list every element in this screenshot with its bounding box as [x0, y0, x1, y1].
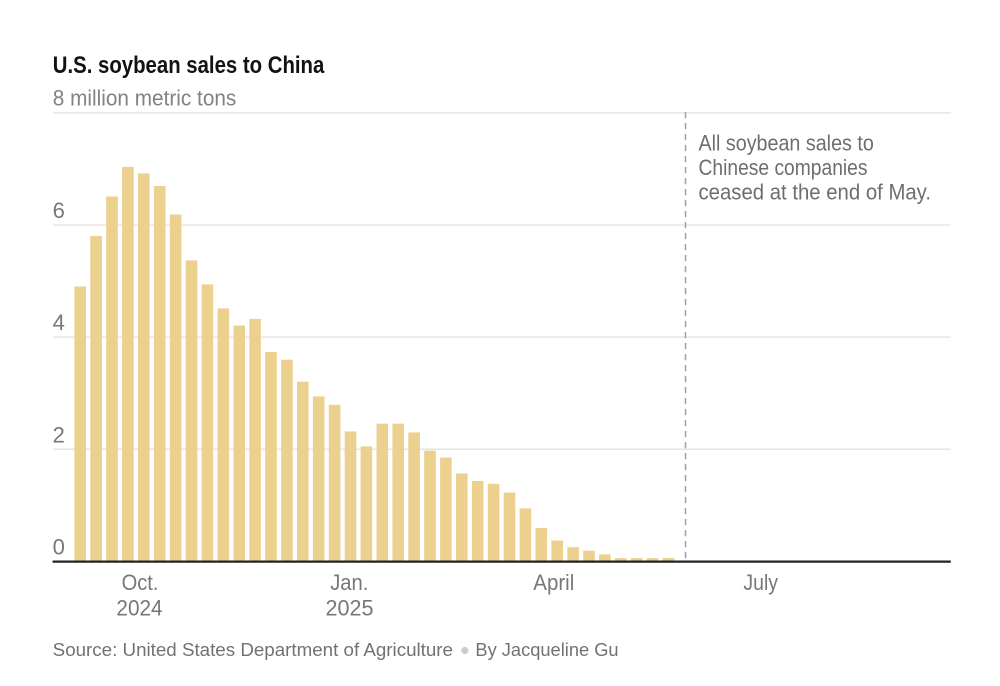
svg-text:April: April	[533, 570, 574, 595]
svg-text:Chinese companies: Chinese companies	[699, 155, 868, 180]
svg-text:2024: 2024	[116, 596, 162, 621]
svg-text:Jan.: Jan.	[330, 570, 368, 595]
svg-text:2: 2	[53, 422, 65, 447]
svg-text:2025: 2025	[326, 596, 374, 621]
svg-text:By Jacqueline Gu: By Jacqueline Gu	[475, 640, 618, 660]
svg-text:Oct.: Oct.	[122, 570, 159, 595]
svg-text:July: July	[743, 570, 778, 595]
svg-text:ceased at the end of May.: ceased at the end of May.	[699, 179, 932, 204]
svg-text:8 million metric tons: 8 million metric tons	[53, 86, 237, 111]
svg-text:4: 4	[53, 310, 65, 335]
svg-text:6: 6	[53, 198, 65, 223]
svg-text:Source: United States Departme: Source: United States Department of Agri…	[53, 640, 453, 660]
svg-text:U.S. soybean sales to China: U.S. soybean sales to China	[53, 52, 325, 79]
svg-text:0: 0	[53, 535, 65, 560]
svg-text:All soybean sales to: All soybean sales to	[699, 131, 874, 156]
